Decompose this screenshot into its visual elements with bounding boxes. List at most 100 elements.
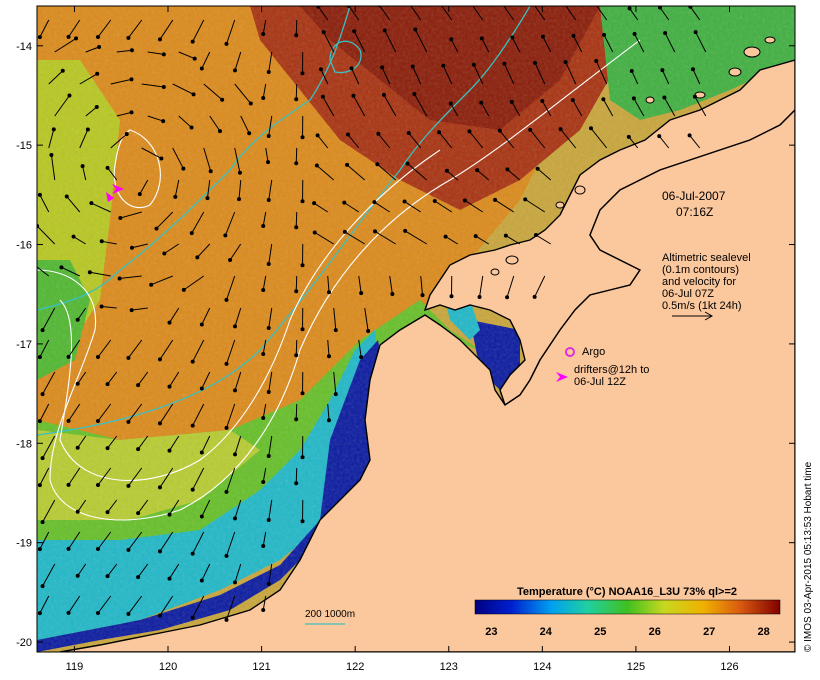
velocity-arrow-head xyxy=(224,617,229,622)
velocity-arrow xyxy=(42,435,56,459)
lon-tick-label: 125 xyxy=(627,661,645,673)
velocity-arrow xyxy=(268,307,273,329)
velocity-arrow-head xyxy=(535,166,540,171)
velocity-arrow xyxy=(107,563,118,577)
velocity-arrow xyxy=(511,101,521,117)
velocity-arrow-head xyxy=(118,215,123,220)
velocity-arrow xyxy=(97,403,112,422)
velocity-arrow-head xyxy=(85,127,90,132)
velocity-arrow-head xyxy=(406,130,411,135)
land-mainland xyxy=(59,109,795,652)
velocity-arrow-head xyxy=(528,127,533,132)
velocity-arrow xyxy=(201,499,211,517)
velocity-arrow-head xyxy=(300,519,305,524)
velocity-arrow xyxy=(434,200,453,213)
altimetry-line-5: 0.5m/s (1kt 24h) xyxy=(662,300,741,312)
velocity-arrow xyxy=(91,202,111,213)
velocity-arrow-head xyxy=(373,229,378,234)
velocity-arrow xyxy=(39,595,50,614)
velocity-arrow xyxy=(54,38,77,53)
lat-tick-label: -18 xyxy=(16,438,32,450)
colorbar-tick-label: 25 xyxy=(594,626,606,638)
credit-label: © IMOS 03-Apr-2015 05:13:53 Hobart time xyxy=(803,461,814,652)
velocity-arrow-head xyxy=(233,516,238,521)
velocity-arrow xyxy=(318,6,329,21)
velocity-arrow xyxy=(128,403,143,423)
velocity-arrow-head xyxy=(99,239,104,244)
altimetry-line-1: Altimetric sealevel xyxy=(662,252,751,264)
velocity-arrow xyxy=(79,73,98,85)
velocity-arrow xyxy=(226,339,236,365)
velocity-arrow-head xyxy=(96,483,101,488)
velocity-arrow xyxy=(603,34,614,53)
velocity-arrow xyxy=(663,97,676,117)
altimetry-line-4: 06-Jul 07Z xyxy=(662,288,714,300)
velocity-arrow xyxy=(234,147,241,173)
lon-tick-label: 122 xyxy=(346,661,364,673)
lon-tick-label: 124 xyxy=(533,661,551,673)
velocity-arrow-head xyxy=(300,391,305,396)
velocity-arrow-head xyxy=(162,251,167,256)
velocity-arrow xyxy=(541,100,552,117)
islands xyxy=(490,36,776,276)
velocity-arrow-head xyxy=(266,198,271,203)
velocity-arrow xyxy=(480,102,490,117)
velocity-arrow xyxy=(374,230,397,245)
colorbar-tick-label: 27 xyxy=(703,626,715,638)
velocity-arrow xyxy=(374,201,391,213)
colorbar-title: Temperature (°C) NOAA16_L3U 73% ql>=2 xyxy=(517,586,737,598)
velocity-arrow-head xyxy=(266,582,271,587)
velocity-arrow-head xyxy=(233,580,238,585)
velocity-arrow-head xyxy=(294,289,299,294)
velocity-arrow-head xyxy=(64,194,69,199)
velocity-arrow xyxy=(107,499,118,513)
velocity-arrow-head xyxy=(105,165,110,170)
velocity-arrow xyxy=(234,499,242,519)
velocity-arrow-head xyxy=(412,91,417,96)
velocity-arrow xyxy=(131,243,148,249)
velocity-arrow-head xyxy=(558,127,563,132)
velocity-arrow-head xyxy=(493,197,498,202)
velocity-arrow xyxy=(659,7,670,21)
velocity-arrow xyxy=(316,165,335,181)
velocity-arrow-head xyxy=(105,574,110,579)
velocity-arrow xyxy=(97,339,112,358)
velocity-arrow-head xyxy=(136,511,141,516)
velocity-arrow-head xyxy=(571,33,576,38)
velocity-arrow-head xyxy=(380,65,385,70)
annotation-block: 06-Jul-2007 07:16Z Altimetric sealevel (… xyxy=(556,189,751,388)
velocity-arrow xyxy=(596,6,608,21)
velocity-arrow xyxy=(192,531,205,554)
velocity-arrow xyxy=(410,6,422,21)
velocity-arrow xyxy=(262,19,267,35)
velocity-arrow xyxy=(262,275,267,291)
velocity-arrow xyxy=(234,51,242,71)
velocity-arrow-head xyxy=(479,100,484,105)
velocity-arrow-head xyxy=(129,77,134,82)
velocity-arrow-head xyxy=(345,162,350,167)
velocity-arrows xyxy=(37,6,707,622)
velocity-arrow xyxy=(169,435,180,451)
colorbar: Temperature (°C) NOAA16_L3U 73% ql>=2 23… xyxy=(474,586,781,638)
velocity-arrow xyxy=(317,135,329,149)
velocity-arrow xyxy=(565,61,577,85)
velocity-arrow-head xyxy=(161,52,166,57)
velocity-arrow xyxy=(295,83,298,100)
isobath-legend: 200 1000m xyxy=(305,609,355,625)
velocity-arrow-head xyxy=(199,386,204,391)
velocity-arrow xyxy=(201,371,211,389)
colorbar-tick-label: 26 xyxy=(649,626,661,638)
velocity-arrow-head xyxy=(237,170,242,175)
velocity-arrow-head xyxy=(105,446,110,451)
velocity-arrow xyxy=(226,275,236,301)
velocity-arrow xyxy=(159,595,174,616)
velocity-arrow-head xyxy=(40,328,45,333)
velocity-arrow xyxy=(384,30,397,53)
drifter-marker-map xyxy=(106,184,124,202)
velocity-arrow-head xyxy=(66,482,71,487)
lat-tick-label: -14 xyxy=(16,41,32,53)
longitude-axis: 119 120 121 122 123 124 125 126 xyxy=(66,6,739,673)
velocity-arrow xyxy=(192,339,205,362)
velocity-arrow-head xyxy=(37,547,42,552)
velocity-arrow-head xyxy=(87,270,92,275)
